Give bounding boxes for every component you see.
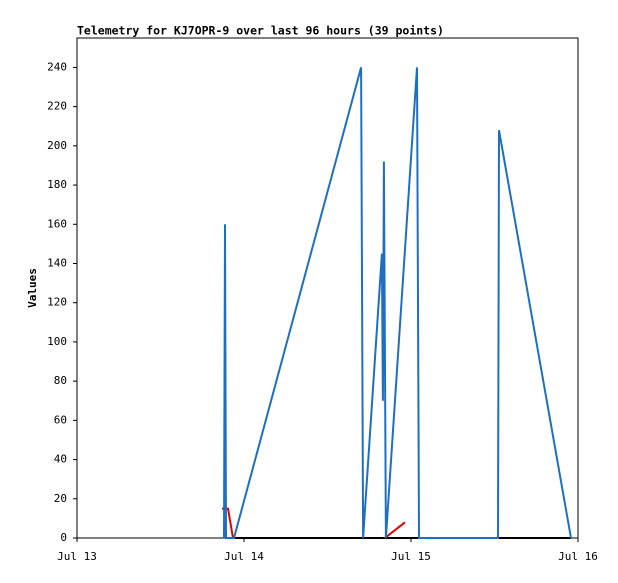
y-tick-label: 120 [47,296,67,309]
y-tick-label: 20 [54,492,67,505]
y-tick-label: 180 [47,178,67,191]
y-tick-label: 220 [47,100,67,113]
x-tick-label: Jul 15 [391,550,431,563]
y-tick-label: 140 [47,256,67,269]
y-tick-label: 0 [60,531,67,544]
y-tick-label: 40 [54,453,67,466]
x-tick-label: Jul 14 [224,550,264,563]
x-tick-label: Jul 16 [558,550,598,563]
y-tick-label: 200 [47,139,67,152]
y-tick-label: 100 [47,335,67,348]
y-tick-label: 80 [54,374,67,387]
series-line [223,67,572,539]
chart-title: Telemetry for KJ7OPR-9 over last 96 hour… [77,24,444,38]
y-tick-label: 160 [47,217,67,230]
y-tick-label: 60 [54,413,67,426]
y-axis-label: Values [26,268,39,308]
y-tick-label: 240 [47,60,67,73]
x-tick-label: Jul 13 [57,550,97,563]
